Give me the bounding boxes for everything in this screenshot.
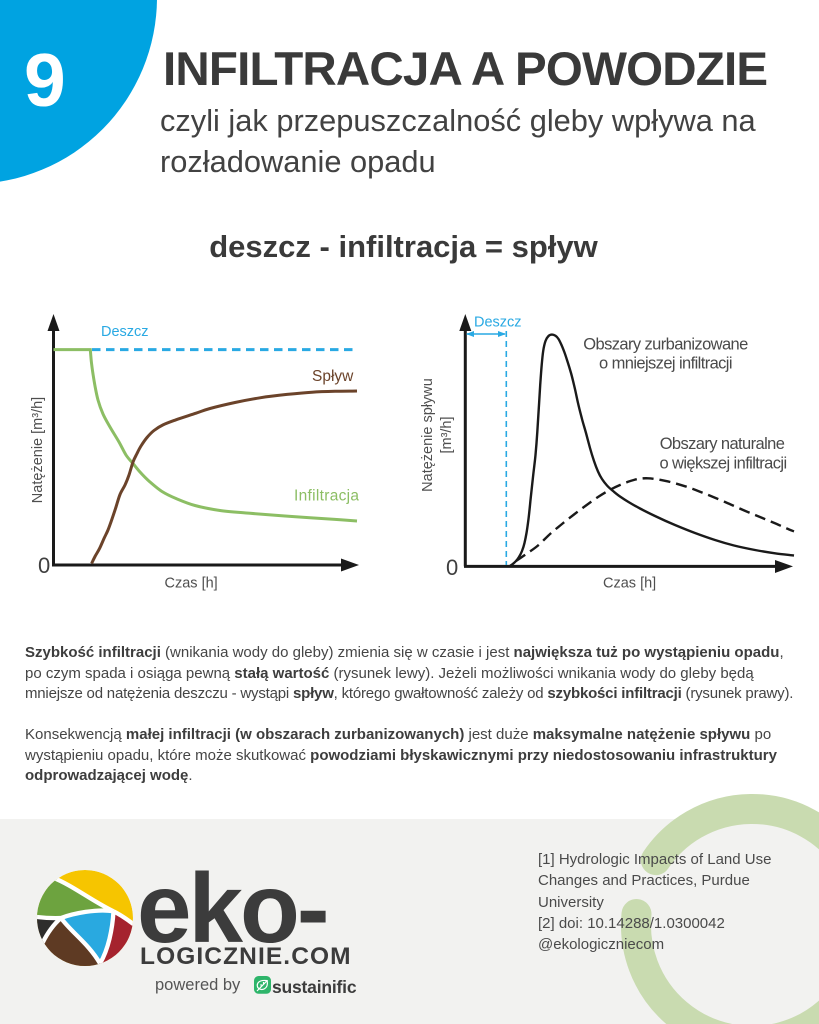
svg-text:Czas [h]: Czas [h] xyxy=(165,576,218,592)
svg-text:o mniejszej infiltracji: o mniejszej infiltracji xyxy=(599,355,732,373)
svg-text:Deszcz: Deszcz xyxy=(101,324,149,340)
svg-text:Czas [h]: Czas [h] xyxy=(603,576,656,592)
svg-text:Obszary naturalne: Obszary naturalne xyxy=(660,435,785,453)
svg-text:Deszcz: Deszcz xyxy=(474,315,522,331)
svg-text:Obszary zurbanizowane: Obszary zurbanizowane xyxy=(583,335,748,353)
svg-text:Natężenie spływu: Natężenie spływu xyxy=(420,378,436,492)
svg-text:Spływ: Spływ xyxy=(312,368,354,385)
svg-text:0: 0 xyxy=(38,553,50,578)
svg-text:[m³/h]: [m³/h] xyxy=(439,416,455,453)
svg-text:Infiltracja: Infiltracja xyxy=(294,488,359,505)
svg-text:o większej infiltracji: o większej infiltracji xyxy=(659,454,786,472)
svg-text:Natężenie [m³/h]: Natężenie [m³/h] xyxy=(30,397,46,503)
svg-text:0: 0 xyxy=(446,555,458,580)
